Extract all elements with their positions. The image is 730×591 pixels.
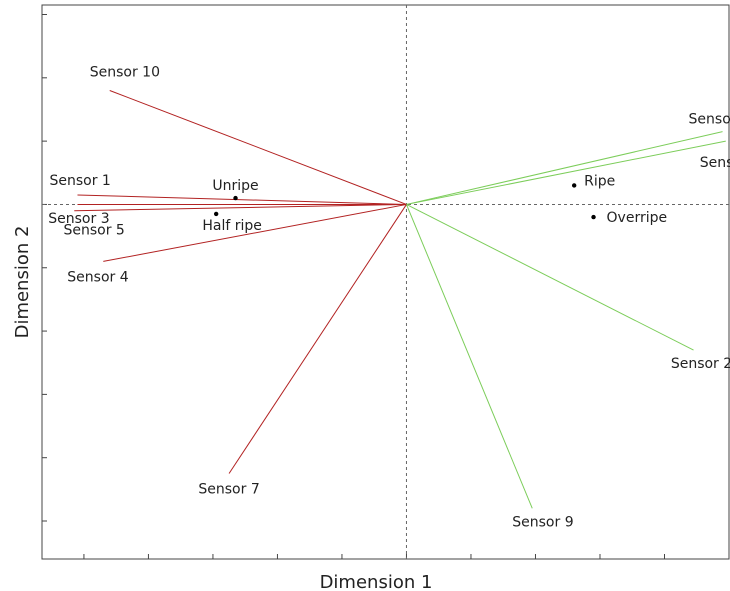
vector-line-4 [103, 203, 407, 262]
vector-label-3: Sensor 3 [48, 211, 109, 227]
vector-label-9: Sensor 9 [512, 514, 573, 530]
vector-line-6 [406, 140, 726, 205]
point-label-1: Unripe [212, 178, 258, 194]
vector-line-10 [109, 90, 407, 205]
vector-line-2 [406, 203, 694, 351]
vector-line-9 [406, 204, 533, 509]
vector-label-8: Sensor 8 [689, 112, 730, 128]
point-marker-2 [213, 211, 219, 217]
vector-label-7: Sensor 7 [198, 482, 259, 498]
point-label-4: Overripe [607, 210, 668, 226]
point-label-3: Ripe [584, 173, 615, 189]
point-label-2: Half ripe [202, 218, 262, 234]
vector-line-1 [77, 194, 407, 205]
y-axis-title: Dimension 2 [12, 226, 33, 339]
sensor-vectors: Sensor 1 Sensor 2 Sensor 3 Sensor 4 Sensor 5… [48, 64, 730, 530]
plot-frame [41, 4, 730, 560]
point-marker-1 [233, 195, 238, 201]
vector-label-2: Sensor 2 [671, 356, 730, 372]
vector-label-4: Sensor 4 [67, 269, 128, 285]
vector-label-10: Sensor 10 [90, 64, 160, 80]
vector-label-5: Sensor 5 [63, 222, 124, 238]
vector-line-3 [74, 203, 407, 212]
sample-points: Unripe Half ripe Ripe Overripe [202, 173, 667, 233]
point-marker-3 [571, 183, 577, 188]
vector-label-1: Sensor 1 [49, 173, 110, 189]
point-marker-4 [591, 214, 596, 220]
vector-line-8 [406, 131, 723, 205]
x-axis-title: Dimension 1 [320, 572, 433, 591]
axis-ticks [42, 13, 730, 559]
vector-label-6: Sensor 6 [700, 155, 730, 171]
vector-line-7 [228, 204, 407, 474]
zero-lines [42, 5, 729, 559]
